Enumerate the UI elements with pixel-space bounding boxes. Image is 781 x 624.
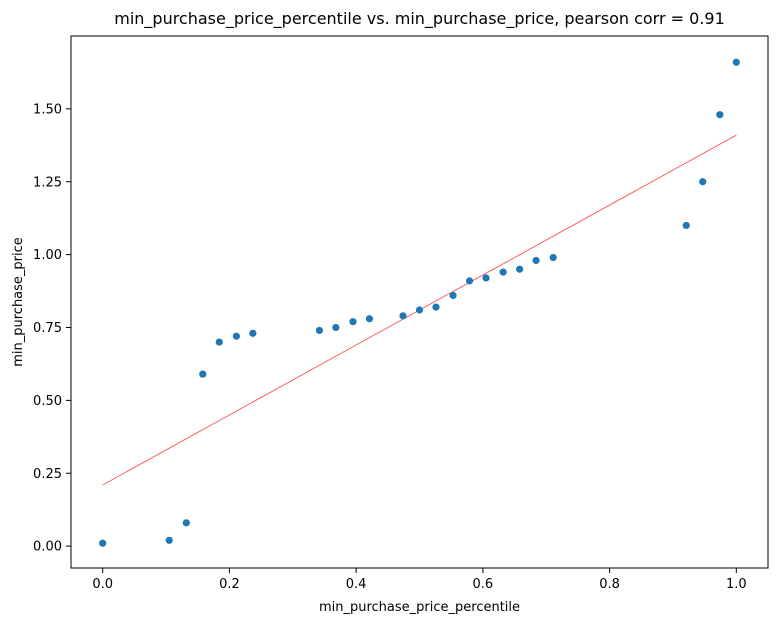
chart-title: min_purchase_price_percentile vs. min_pu… xyxy=(114,9,725,29)
y-axis-ticks: 0.00 0.25 0.50 0.75 1.00 1.25 1.50 xyxy=(33,102,71,555)
data-point xyxy=(699,178,707,186)
data-point xyxy=(415,306,424,314)
data-point xyxy=(215,338,223,346)
y-tick-label: 0.50 xyxy=(33,394,62,409)
data-point xyxy=(516,265,524,273)
data-point xyxy=(249,329,257,337)
data-point xyxy=(315,326,323,335)
data-point xyxy=(332,323,340,332)
plot-frame xyxy=(70,35,769,569)
x-tick-label: 0.0 xyxy=(92,577,113,592)
y-tick-label: 1.00 xyxy=(33,248,62,263)
data-point xyxy=(549,253,557,262)
x-tick-label: 1.0 xyxy=(726,577,747,592)
data-point xyxy=(482,274,490,282)
data-point xyxy=(165,536,173,544)
data-point xyxy=(182,519,190,527)
data-point xyxy=(732,58,740,66)
y-tick-label: 0.00 xyxy=(33,540,62,555)
data-point xyxy=(716,111,724,119)
x-axis-ticks: 0.0 0.2 0.4 0.6 0.8 1.0 xyxy=(92,568,747,592)
y-tick-label: 1.25 xyxy=(33,175,62,190)
x-axis-label: min_purchase_price_percentile xyxy=(319,600,520,615)
data-point xyxy=(465,277,474,285)
y-tick-label: 1.50 xyxy=(33,102,62,117)
y-tick-label: 0.75 xyxy=(33,321,62,336)
data-point xyxy=(532,256,540,265)
data-point xyxy=(232,332,240,340)
data-point xyxy=(449,291,457,300)
plot-marks xyxy=(99,58,740,547)
x-tick-label: 0.6 xyxy=(473,577,494,592)
x-tick-label: 0.8 xyxy=(599,577,620,592)
data-point xyxy=(499,268,507,276)
data-point xyxy=(99,539,107,547)
data-point xyxy=(682,221,690,230)
data-point xyxy=(365,315,374,323)
data-point xyxy=(399,312,407,320)
y-axis-label: min_purchase_price xyxy=(11,237,26,367)
data-point xyxy=(199,370,207,378)
data-point xyxy=(349,318,357,326)
x-tick-label: 0.2 xyxy=(219,577,240,592)
data-point xyxy=(432,303,440,311)
y-tick-label: 0.25 xyxy=(33,467,62,482)
x-tick-label: 0.4 xyxy=(346,577,367,592)
